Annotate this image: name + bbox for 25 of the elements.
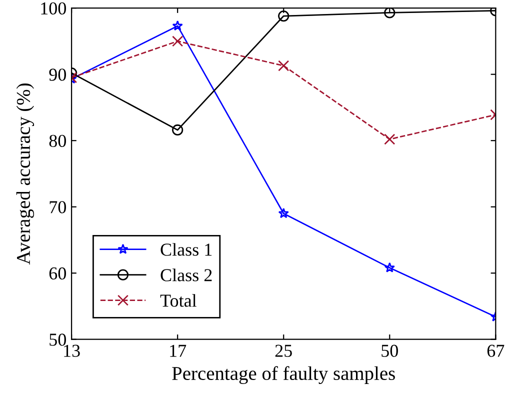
x-axis-title: Percentage of faulty samples	[172, 366, 395, 384]
point	[278, 10, 290, 22]
x-tick-label: 13	[64, 344, 80, 357]
legend-label: Class 1	[160, 243, 212, 256]
point	[278, 60, 290, 72]
legend-label: Class 2	[160, 268, 212, 282]
y-tick-label: 60	[49, 267, 66, 280]
point	[172, 124, 184, 136]
y-tick-label: 80	[49, 134, 66, 148]
legend-label: Total	[160, 294, 196, 307]
x-tick-label: 25	[275, 344, 292, 357]
point	[172, 20, 183, 31]
x-tick-label: 67	[487, 344, 504, 357]
y-tick-label: 90	[49, 68, 66, 81]
point	[172, 36, 184, 47]
y-axis-title: Averaged accuracy (%)	[16, 84, 34, 265]
y-tick-label: 70	[50, 201, 66, 214]
x-tick-label: 50	[382, 344, 398, 357]
point	[384, 8, 396, 18]
y-tick-label: 100	[41, 2, 66, 15]
point	[384, 262, 395, 272]
point	[384, 134, 396, 145]
x-tick-label: 17	[170, 344, 186, 357]
point	[278, 208, 289, 218]
y-tick-label: 50	[50, 334, 66, 346]
